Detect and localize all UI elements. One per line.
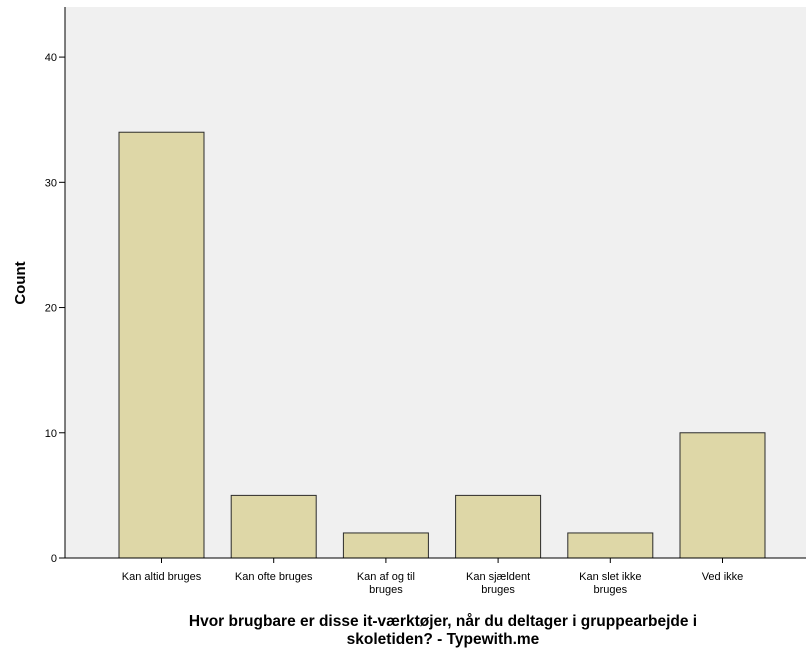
y-tick-label-10: 10 <box>45 428 57 440</box>
y-tick-label-20: 20 <box>45 303 57 315</box>
y-tick-label-40: 40 <box>45 52 57 64</box>
x-axis: Kan altid bruges Kan ofte bruges Kan af og… <box>65 557 806 596</box>
bar-6 <box>679 432 766 559</box>
y-tick-label-30: 30 <box>45 177 57 189</box>
x-tick-label-4-line-2: bruges <box>481 584 515 596</box>
y-axis-title: Count <box>12 261 29 304</box>
x-tick-label-1: Kan altid bruges <box>122 571 202 583</box>
y-axis: 0 10 20 30 40 <box>45 7 66 565</box>
x-tick-label-6: Ved ikke <box>702 571 744 583</box>
bar-4 <box>455 494 542 559</box>
x-tick-label-5-line-2: bruges <box>593 584 627 596</box>
y-tick-label-0: 0 <box>51 553 57 565</box>
bar-3 <box>342 532 429 559</box>
x-tick-label-5-line-1: Kan slet ikke <box>579 571 641 583</box>
x-axis-title-line-2: skoletiden? - Typewith.me <box>347 631 540 648</box>
bars-group <box>118 131 766 559</box>
x-axis-title-line-1: Hvor brugbare er disse it-værktøjer, når… <box>189 613 697 630</box>
x-tick-label-3-line-2: bruges <box>369 584 403 596</box>
x-tick-label-2: Kan ofte bruges <box>235 571 313 583</box>
bar-1 <box>118 131 205 559</box>
bar-5 <box>567 532 654 559</box>
bar-2 <box>230 494 317 559</box>
x-tick-label-3-line-1: Kan af og til <box>357 571 415 583</box>
x-tick-label-4-line-1: Kan sjældent <box>466 571 530 583</box>
